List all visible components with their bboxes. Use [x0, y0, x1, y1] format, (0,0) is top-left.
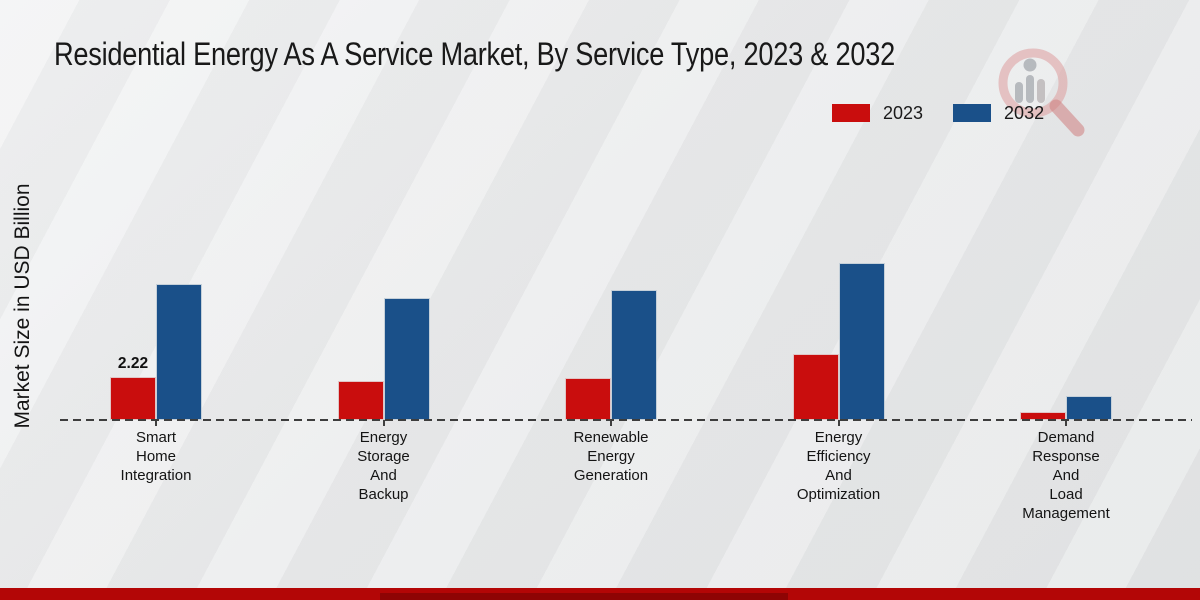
x-axis-label-line: Management [1022, 505, 1110, 522]
bar-2032-energy-storage-and-backup [383, 298, 430, 420]
footer-accent [380, 593, 788, 600]
bar-2032-smart-home-integration [156, 284, 202, 420]
chart-title: Residential Energy As A Service Market, … [54, 36, 895, 72]
x-axis-label-energy-storage-and-backup: Energy Storage And Backup [304, 428, 464, 504]
x-axis-label-line: Energy [814, 429, 863, 446]
legend-item-2032: 2032 [953, 103, 1044, 124]
x-axis-tick [610, 420, 612, 426]
bar-2032-energy-efficiency-and-optimization [838, 263, 885, 420]
x-axis-label-line: Renewable [573, 429, 649, 446]
x-axis-baseline [60, 419, 1192, 421]
x-axis-label-line: And [825, 467, 852, 484]
legend-swatch-2032 [953, 104, 992, 122]
x-axis-label-line: Response [1032, 448, 1100, 465]
legend-swatch-2023 [832, 104, 870, 122]
bar-2023-energy-storage-and-backup [337, 381, 384, 420]
x-axis-tick [1065, 420, 1067, 426]
x-axis-label-line: Efficiency [806, 448, 871, 465]
x-axis-label-line: Optimization [796, 486, 881, 503]
x-axis-label-line: Energy [359, 429, 408, 446]
bar-value-label: 2.22 [117, 355, 149, 372]
x-axis-label-line: Home [135, 448, 176, 465]
x-axis-label-line: Backup [358, 486, 409, 503]
bar-2023-smart-home-integration [110, 377, 156, 420]
bar-2023-energy-efficiency-and-optimization [792, 354, 839, 420]
bar-2032-renewable-energy-generation [611, 290, 657, 420]
legend: 2023 2032 [832, 101, 1044, 125]
x-axis-label-line: Load [1049, 486, 1083, 503]
x-axis-label-line: Integration [120, 467, 192, 484]
bar-2032-demand-response-and-load-management [1066, 396, 1112, 420]
legend-item-2023: 2023 [832, 103, 923, 124]
x-axis-label-smart-home-integration: Smart Home Integration [76, 428, 236, 485]
x-axis-label-line: And [1052, 467, 1080, 484]
x-axis-label-line: Energy [587, 448, 635, 465]
x-axis-label-line: And [370, 467, 397, 484]
x-axis-tick [837, 420, 840, 426]
x-axis-label-demand-response-and-load-management: Demand Response And Load Management [986, 428, 1146, 523]
x-axis-label-line: Demand [1037, 429, 1095, 446]
bar-2023-renewable-energy-generation [565, 378, 611, 420]
x-axis-label-energy-efficiency-and-optimization: Energy Efficiency And Optimization [759, 428, 919, 504]
x-axis-tick [382, 420, 385, 426]
legend-label-2023: 2023 [883, 102, 924, 123]
legend-label-2032: 2032 [1004, 102, 1045, 123]
x-axis-label-line: Generation [573, 467, 649, 484]
brand-watermark-icon [998, 48, 1085, 137]
x-axis-label-line: Smart [135, 429, 176, 446]
x-axis-label-renewable-energy-generation: Renewable Energy Generation [531, 428, 691, 485]
x-axis-tick [155, 420, 157, 426]
x-axis-label-line: Storage [357, 448, 410, 465]
